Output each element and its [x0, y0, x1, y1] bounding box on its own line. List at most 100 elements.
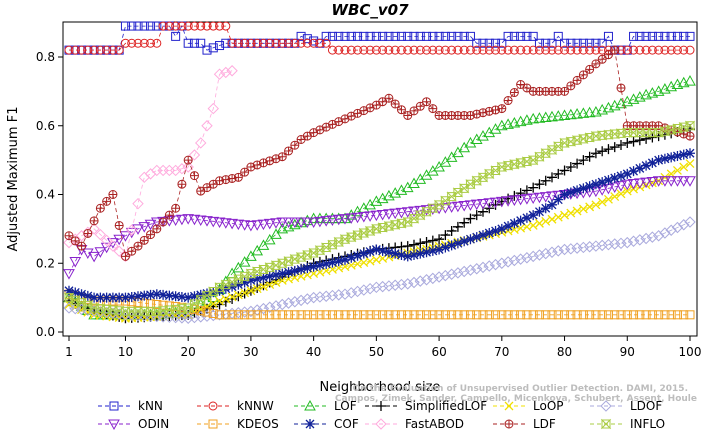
data-point-kdeos — [403, 310, 413, 320]
data-point-kdeos — [541, 310, 551, 320]
data-point-knn — [434, 31, 444, 41]
data-point-lof — [527, 112, 540, 124]
data-point-inflo — [302, 249, 313, 261]
data-point-odin — [521, 194, 533, 205]
data-point-cof — [434, 244, 445, 255]
data-point-fastabod — [113, 245, 125, 257]
data-point-cof — [685, 148, 695, 159]
data-point-inflo — [446, 191, 457, 202]
data-point-odin — [477, 198, 489, 210]
y-tick-label: 0.6 — [36, 119, 55, 133]
data-point-ldof — [307, 291, 320, 304]
data-point-odin — [219, 218, 232, 229]
data-point-odin — [213, 217, 226, 229]
data-point-kdeos — [221, 310, 231, 320]
data-point-simplifiedlof — [446, 225, 457, 236]
data-point-knnw — [315, 38, 325, 48]
legend-item-knnw: kNNW — [197, 399, 274, 413]
data-point-ldf — [108, 190, 118, 199]
data-point-knn — [660, 31, 670, 41]
data-point-inflo — [226, 276, 238, 288]
data-point-ldf — [497, 104, 507, 114]
data-point-inflo — [408, 213, 420, 224]
data-point-ldof — [533, 249, 546, 261]
data-point-ldf — [102, 196, 112, 206]
data-point-kdeos — [315, 310, 325, 320]
data-point-knn — [396, 31, 406, 41]
data-point-kdeos — [578, 310, 588, 320]
data-point-cof — [277, 268, 288, 279]
data-point-ldf — [685, 131, 695, 141]
data-point-cof — [151, 289, 162, 300]
data-point-ldof — [565, 243, 577, 255]
data-point-kdeos — [227, 310, 237, 320]
data-point-kdeos — [346, 310, 356, 320]
data-point-odin — [677, 176, 690, 187]
data-point-kdeos — [415, 310, 425, 320]
data-point-knn — [334, 31, 344, 41]
data-point-inflo — [157, 305, 169, 316]
data-point-cof — [114, 292, 125, 303]
data-point-kdeos — [672, 310, 682, 320]
data-point-knnw — [290, 38, 300, 48]
data-point-kdeos — [384, 310, 394, 320]
data-point-knnw — [346, 45, 356, 55]
data-point-cof — [653, 155, 664, 166]
data-point-odin — [81, 248, 94, 259]
data-point-odin — [207, 216, 220, 228]
data-point-inflo — [239, 271, 250, 282]
data-point-loop — [528, 220, 538, 230]
data-point-knn — [541, 38, 551, 48]
series-ldof — [63, 216, 696, 324]
data-point-kdeos — [353, 310, 363, 320]
legend: kNN kNNW LOF SimplifiedLOF LoOP LDOF ODIN KDEOS… — [98, 399, 665, 431]
data-point-knn — [472, 38, 482, 48]
data-point-kdeos — [603, 310, 613, 320]
data-point-simplifiedlof — [578, 155, 589, 166]
data-point-inflo — [421, 206, 432, 217]
data-point-simplifiedlof — [427, 235, 438, 246]
data-point-kdeos — [215, 310, 225, 320]
series-inflo — [63, 120, 696, 317]
data-point-ldf — [396, 105, 406, 115]
data-point-knn — [484, 38, 494, 48]
y-tick-label: 0.2 — [36, 256, 55, 270]
data-point-ldf — [340, 114, 350, 124]
data-point-ldf — [327, 119, 337, 129]
data-point-odin — [539, 192, 552, 203]
data-point-odin — [502, 196, 514, 207]
data-point-cof — [666, 152, 677, 163]
data-point-knn — [309, 36, 319, 46]
legend-marker-ldf — [504, 419, 514, 429]
data-point-odin — [94, 247, 107, 258]
legend-marker-knnw — [208, 401, 218, 411]
data-point-odin — [527, 193, 540, 204]
legend-marker-knn — [109, 401, 119, 411]
data-point-fastabod — [169, 164, 182, 177]
data-point-cof — [459, 236, 470, 247]
data-point-odin — [665, 176, 678, 187]
data-point-kdeos — [616, 310, 626, 320]
data-point-inflo — [176, 303, 188, 314]
data-point-odin — [552, 190, 565, 202]
data-point-knnw — [453, 45, 463, 55]
legend-label-ldf: LDF — [533, 417, 556, 431]
data-point-cof — [534, 206, 545, 217]
series-fastabod — [63, 65, 238, 263]
data-point-fastabod — [207, 102, 219, 115]
data-point-inflo — [339, 233, 351, 245]
data-point-ldof — [452, 267, 464, 279]
legend-label-knn: kNN — [138, 399, 163, 413]
data-point-lof — [88, 308, 100, 320]
y-axis: 0.0 0.2 0.4 0.6 0.8 — [36, 50, 63, 339]
series-lof — [63, 75, 696, 320]
data-point-lof — [263, 233, 276, 245]
data-point-lof — [533, 112, 546, 123]
legend-item-cof: COF — [294, 417, 359, 431]
data-point-ldof — [264, 301, 276, 313]
data-point-ldf — [152, 224, 162, 234]
data-point-knnw — [302, 38, 312, 48]
data-point-ldof — [540, 247, 552, 260]
data-point-cof — [245, 275, 256, 286]
data-point-cof — [346, 252, 357, 263]
